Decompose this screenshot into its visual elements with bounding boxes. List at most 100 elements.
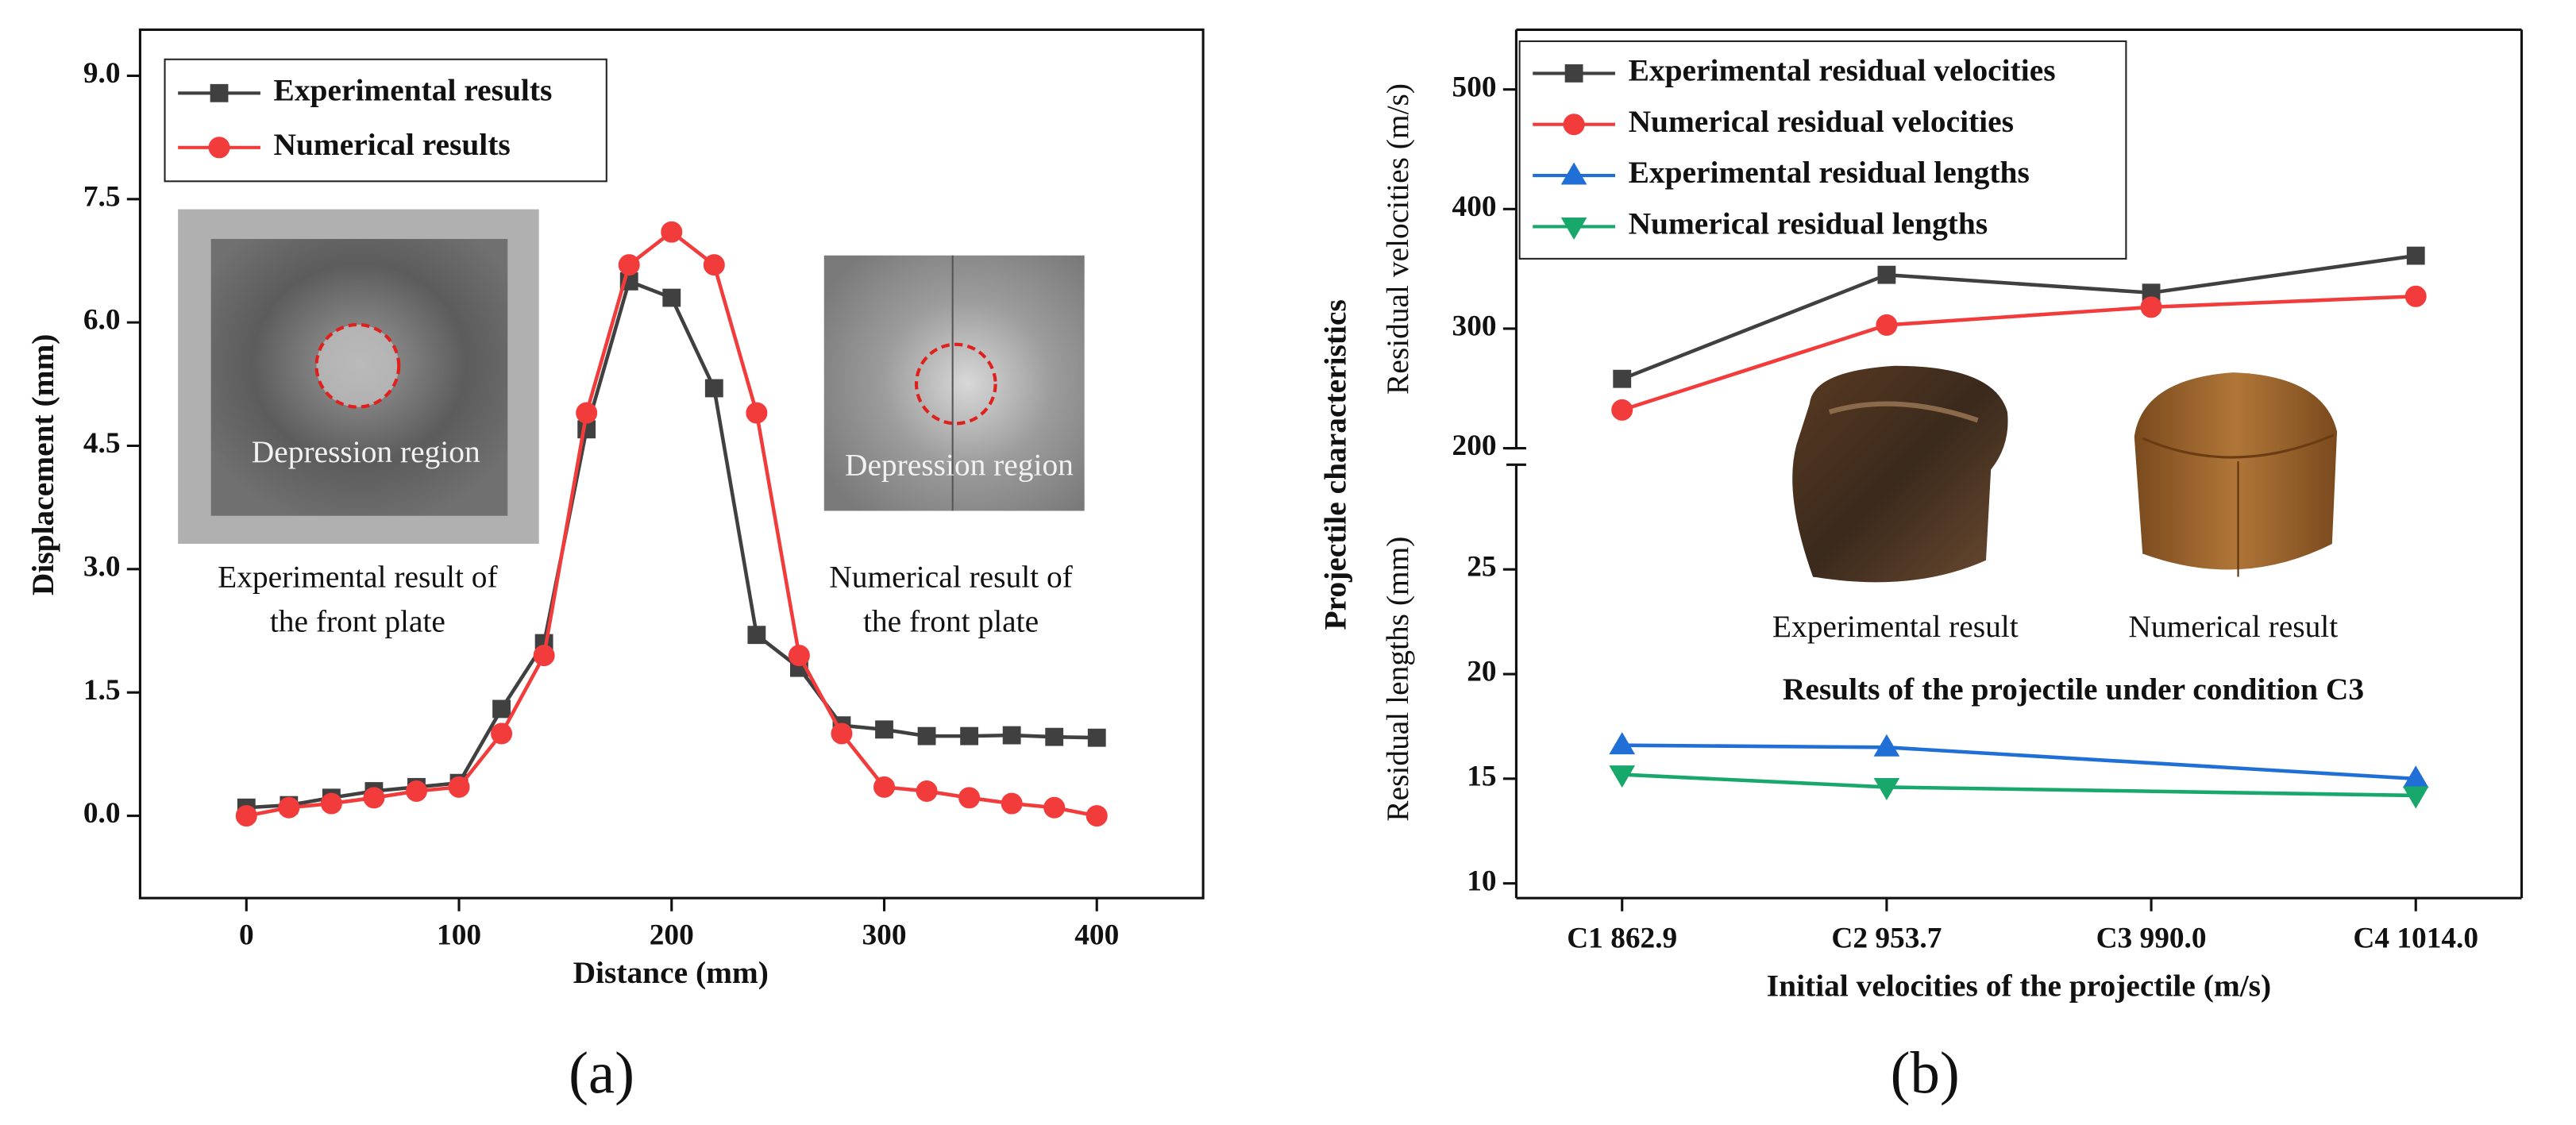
y2-tick-label: 20: [1467, 656, 1496, 688]
legend-marker: [210, 83, 229, 102]
y-axis-label: Projectile characteristics: [1317, 299, 1352, 630]
marker: [1876, 314, 1898, 336]
legend-box: [164, 58, 607, 183]
experimental-plate-photo: [178, 209, 539, 544]
marker: [320, 792, 342, 815]
annotation: Results of the projectile under conditio…: [1783, 672, 2364, 707]
marker: [2404, 285, 2427, 307]
marker: [2140, 296, 2162, 318]
legend-marker: [1563, 114, 1585, 136]
y-axis-label: Displacement (mm): [25, 334, 60, 596]
legend-label: Numerical residual velocities: [1629, 104, 2014, 139]
marker: [363, 787, 385, 809]
legend-label: Experimental residual velocities: [1629, 52, 2056, 87]
legend-marker: [1564, 64, 1583, 83]
x-axis-label: Initial velocities of the projectile (m/…: [1767, 968, 2271, 1003]
marker: [1613, 369, 1632, 388]
legend-label: Numerical results: [274, 127, 511, 162]
marker: [704, 379, 723, 398]
y2-tick-label: 25: [1467, 551, 1496, 584]
marker: [1609, 732, 1636, 755]
y-tick-label: 6.0: [83, 304, 121, 337]
annotation: the front plate: [863, 604, 1039, 639]
marker: [831, 722, 853, 745]
annotation: the front plate: [270, 604, 445, 639]
y-tick-label: 500: [1452, 71, 1497, 103]
y-tick-label: 4.5: [83, 427, 121, 460]
marker: [1873, 734, 1900, 757]
marker: [1873, 777, 1900, 801]
marker: [662, 288, 681, 307]
legend-label: Experimental results: [274, 72, 553, 107]
x-tick-label: 200: [650, 919, 694, 952]
legend-label: Experimental residual lengths: [1629, 155, 2030, 190]
marker: [873, 776, 895, 798]
marker: [746, 402, 768, 424]
marker: [960, 726, 979, 746]
x-tick-label: 400: [1074, 919, 1119, 952]
data-line: [1622, 294, 2416, 412]
x-tick-label: C3 990.0: [2096, 923, 2207, 955]
y-tick-label: 9.0: [83, 57, 121, 90]
y-axis-label: Residual velocities (m/s): [1380, 83, 1415, 395]
marker: [1043, 796, 1066, 819]
marker: [1086, 805, 1108, 827]
annotation: Numerical result: [2128, 609, 2338, 644]
numerical-plate-image: [823, 255, 1085, 511]
x-tick-label: 0: [239, 919, 254, 952]
annotation: Depression region: [845, 448, 1074, 483]
marker: [788, 645, 810, 667]
marker: [703, 254, 725, 276]
x-tick-label: C4 1014.0: [2353, 923, 2478, 955]
x-tick-label: C2 953.7: [1831, 923, 1942, 955]
marker: [533, 645, 555, 667]
marker: [1002, 726, 1021, 745]
legend-label: Numerical residual lengths: [1629, 206, 1988, 241]
panel-label: (a): [569, 1041, 634, 1107]
marker: [278, 796, 300, 819]
annotation: Depression region: [252, 434, 480, 469]
experimental-projectile-photo: [1792, 365, 2008, 583]
marker: [576, 402, 598, 424]
marker: [1045, 727, 1064, 746]
marker: [448, 776, 470, 798]
data-line: [1622, 743, 2416, 781]
x-tick-label: C1 862.9: [1567, 923, 1677, 955]
y-tick-label: 0.0: [83, 797, 121, 830]
x-tick-label: 100: [437, 919, 481, 952]
legend-box: [1518, 40, 2127, 260]
y-tick-label: 3.0: [83, 550, 121, 583]
y-tick-label: 300: [1452, 310, 1497, 343]
legend-marker: [1560, 217, 1587, 240]
annotation: Experimental result of: [218, 560, 498, 595]
y2-tick-label: 15: [1467, 760, 1496, 792]
annotation: Numerical result of: [829, 560, 1073, 595]
marker: [1877, 265, 1896, 284]
marker: [1609, 765, 1636, 788]
y-tick-label: 1.5: [83, 674, 121, 707]
legend-marker: [1560, 162, 1587, 185]
x-axis-label: Distance (mm): [573, 955, 769, 990]
marker: [958, 787, 981, 809]
marker: [2406, 246, 2425, 265]
y-tick-label: 400: [1452, 191, 1497, 223]
marker: [1611, 399, 1633, 421]
marker: [875, 720, 893, 739]
data-line: [1622, 772, 2416, 798]
marker: [1087, 728, 1106, 747]
x-tick-label: 300: [862, 919, 906, 952]
marker: [2402, 786, 2429, 809]
numerical-projectile-image: [2134, 372, 2338, 577]
marker: [1001, 792, 1023, 815]
annotation: Experimental result: [1772, 609, 2019, 644]
y-tick-label: 200: [1452, 430, 1497, 462]
data-line: [1621, 253, 2416, 381]
y-tick-label: 7.5: [83, 180, 121, 213]
y2-tick-label: 10: [1467, 865, 1496, 897]
marker: [405, 780, 427, 803]
marker: [747, 626, 766, 645]
legend-marker: [208, 137, 230, 159]
panel-label: (b): [1891, 1041, 1960, 1107]
marker: [491, 722, 513, 745]
